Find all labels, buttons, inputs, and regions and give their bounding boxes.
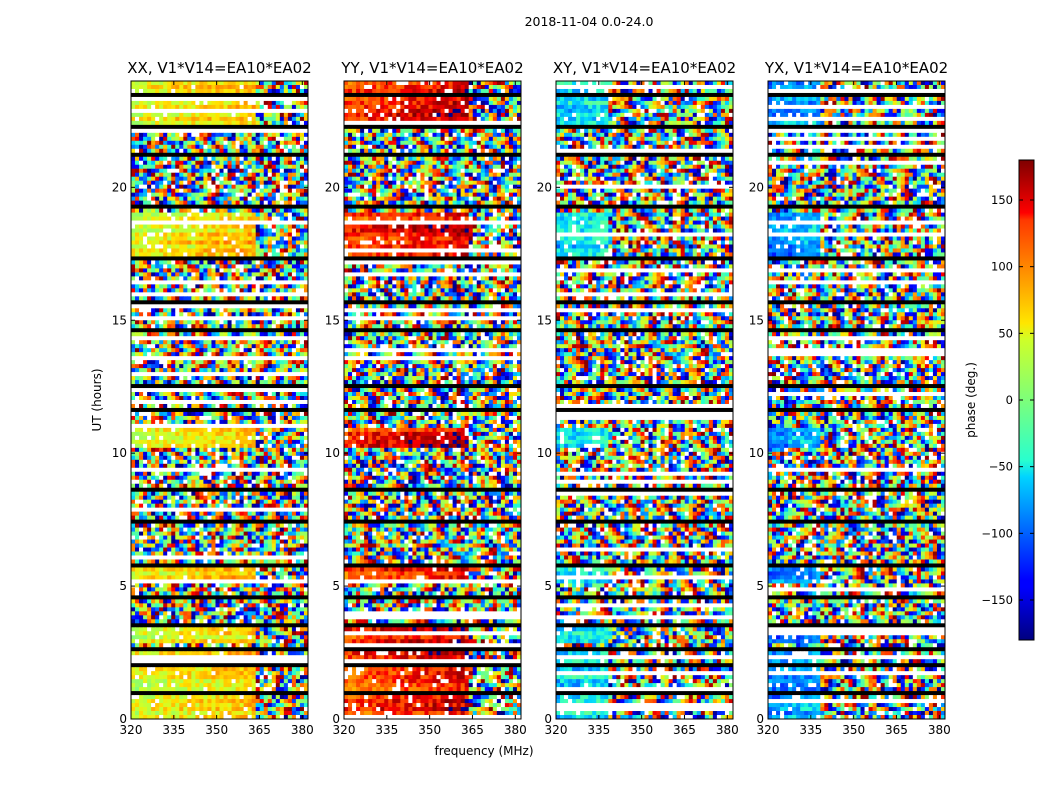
colorbar-tick-label: −150 xyxy=(981,593,1013,607)
y-tick-label: 5 xyxy=(332,579,340,593)
y-tick-label: 5 xyxy=(756,579,764,593)
y-tick-label: 20 xyxy=(325,180,340,194)
panel-title: XY, V1*V14=EA10*EA02 xyxy=(553,59,736,77)
panel-frame xyxy=(555,80,734,720)
x-tick-label: 320 xyxy=(333,723,356,737)
x-tick-label: 380 xyxy=(504,723,527,737)
panel-xx: XX, V1*V14=EA10*EA02 320 335 350 365 380 0 5 10 1… xyxy=(112,59,314,737)
y-tick-label: 5 xyxy=(119,579,127,593)
y-axis-label: UT (hours) xyxy=(90,368,104,431)
x-tick-label: 335 xyxy=(162,723,185,737)
panel-title: XX, V1*V14=EA10*EA02 xyxy=(127,59,311,77)
y-tick-label: 0 xyxy=(332,712,340,726)
y-tick-label: 10 xyxy=(112,446,127,460)
panel-xy: XY, V1*V14=EA10*EA02 320 335 350 365 380 0 5 10 1… xyxy=(537,59,739,737)
colorbar-label: phase (deg.) xyxy=(964,362,978,438)
y-tick-label: 10 xyxy=(749,446,764,460)
x-tick-label: 335 xyxy=(375,723,398,737)
colorbar: 150 100 50 0 −50 −100 −150 phase (deg.) xyxy=(964,159,1035,641)
x-tick-label: 350 xyxy=(418,723,441,737)
panel-title: YX, V1*V14=EA10*EA02 xyxy=(764,59,948,77)
y-tick-label: 20 xyxy=(749,180,764,194)
y-tick-label: 0 xyxy=(119,712,127,726)
y-tick-label: 0 xyxy=(756,712,764,726)
phase-heatmap xyxy=(556,81,733,719)
y-tick-label: 15 xyxy=(749,313,764,327)
figure-title: 2018-11-04 0.0-24.0 xyxy=(525,14,654,29)
x-tick-label: 365 xyxy=(673,723,696,737)
y-tick-label: 0 xyxy=(544,712,552,726)
y-tick-label: 10 xyxy=(325,446,340,460)
x-tick-label: 350 xyxy=(842,723,865,737)
panel-frame xyxy=(767,80,946,720)
x-tick-label: 365 xyxy=(885,723,908,737)
panel-frame xyxy=(130,80,309,720)
x-tick-label: 365 xyxy=(461,723,484,737)
x-tick-label: 350 xyxy=(630,723,653,737)
phase-heatmap xyxy=(131,81,308,719)
panels: XX, V1*V14=EA10*EA02 320 335 350 365 380 0 5 10 1… xyxy=(112,59,951,737)
y-tick-label: 20 xyxy=(537,180,552,194)
y-tick-label: 20 xyxy=(112,180,127,194)
y-tick-label: 5 xyxy=(544,579,552,593)
x-tick-label: 320 xyxy=(545,723,568,737)
x-tick-label: 380 xyxy=(291,723,314,737)
panel-frame xyxy=(343,80,522,720)
x-tick-label: 350 xyxy=(205,723,228,737)
panel-title: YY, V1*V14=EA10*EA02 xyxy=(340,59,523,77)
x-tick-label: 320 xyxy=(120,723,143,737)
colorbar-tick-label: −50 xyxy=(989,460,1013,474)
colorbar-tick-label: 150 xyxy=(991,193,1013,207)
colorbar-ticks: 150 100 50 0 −50 −100 −150 xyxy=(981,193,1034,607)
colorbar-tick-label: 100 xyxy=(991,260,1013,274)
x-tick-label: 365 xyxy=(248,723,271,737)
phase-heatmap xyxy=(768,81,945,719)
panel-yy: YY, V1*V14=EA10*EA02 320 335 350 365 380 0 5 10 1… xyxy=(325,59,527,737)
colorbar-tick-label: −100 xyxy=(981,526,1013,540)
colorbar-tick-label: 0 xyxy=(1006,393,1013,407)
x-tick-label: 380 xyxy=(716,723,739,737)
x-tick-label: 335 xyxy=(587,723,610,737)
y-tick-label: 15 xyxy=(537,313,552,327)
y-tick-label: 10 xyxy=(537,446,552,460)
y-tick-label: 15 xyxy=(325,313,340,327)
x-tick-label: 335 xyxy=(799,723,822,737)
x-tick-label: 380 xyxy=(928,723,951,737)
colorbar-tick-label: 50 xyxy=(998,326,1013,340)
y-tick-label: 15 xyxy=(112,313,127,327)
phase-heatmap xyxy=(344,81,521,719)
panel-yx: YX, V1*V14=EA10*EA02 320 335 350 365 380 0 5 10 1… xyxy=(749,59,951,737)
x-tick-label: 320 xyxy=(757,723,780,737)
x-axis-label: frequency (MHz) xyxy=(434,744,533,758)
